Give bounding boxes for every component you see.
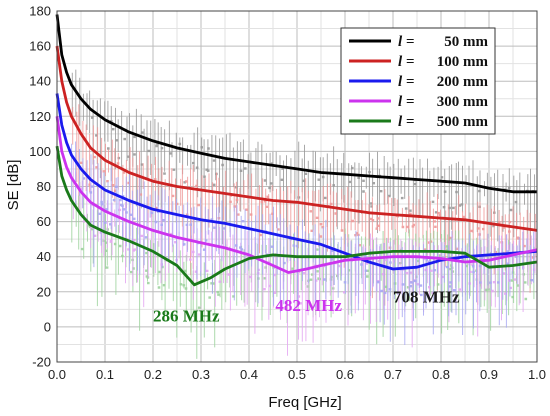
y-axis-title: SE [dB] xyxy=(5,160,22,211)
y-tick-label: 100 xyxy=(29,144,51,159)
legend-label: 50 mm xyxy=(444,34,488,50)
series-line-500-mm xyxy=(55,145,538,287)
legend-symbol: l = xyxy=(398,94,414,110)
measured-noise-layer xyxy=(71,69,536,359)
y-tick-label: 40 xyxy=(37,249,51,264)
y-tick-label: 160 xyxy=(29,39,51,54)
y-tick-label: 180 xyxy=(29,4,51,19)
x-tick-label: 0.6 xyxy=(336,367,354,382)
legend-label: 500 mm xyxy=(437,114,489,130)
legend-symbol: l = xyxy=(398,54,414,70)
x-tick-label: 0.1 xyxy=(96,367,114,382)
annotation-label: 708 MHz xyxy=(393,287,460,306)
annotation-label: 286 MHz xyxy=(153,307,220,326)
x-axis-title: Freq [GHz] xyxy=(268,394,341,411)
legend-label: 300 mm xyxy=(437,94,489,110)
legend-symbol: l = xyxy=(398,34,414,50)
annotation-label: 482 MHz xyxy=(275,296,342,315)
legend-symbol: l = xyxy=(398,74,414,90)
y-tick-label: -20 xyxy=(32,355,51,370)
noise-200-mm xyxy=(71,141,535,345)
x-tick-label: 0.3 xyxy=(192,367,210,382)
x-tick-label: 0.2 xyxy=(144,367,162,382)
series-line-300-mm xyxy=(55,116,538,274)
legend: l = 50 mm l = 100 mm l = 200 mm l = 300 mm l = 50… xyxy=(340,27,496,135)
noise-dots xyxy=(79,155,535,260)
annotations: 286 MHz 482 MHz 708 MHz xyxy=(153,287,460,325)
legend-symbol: l = xyxy=(398,114,414,130)
y-tick-label: 120 xyxy=(29,109,51,124)
x-tick-label: 0.5 xyxy=(288,367,306,382)
x-tick-label: 0.8 xyxy=(432,367,450,382)
plot-frame xyxy=(56,10,538,363)
y-tick-label: 60 xyxy=(37,214,51,229)
noise-50-mm xyxy=(71,69,535,272)
legend-label: 100 mm xyxy=(437,54,489,70)
y-tick-labels: -20 0 20 40 60 80 100 120 140 160 180 xyxy=(29,4,51,370)
x-tick-label: 1.0 xyxy=(528,367,546,382)
series-line-100-mm xyxy=(55,45,538,232)
series-line-50-mm xyxy=(55,14,537,194)
y-tick-label: 20 xyxy=(37,284,51,299)
x-tick-label: 0.9 xyxy=(480,367,498,382)
y-tick-label: 140 xyxy=(29,74,51,89)
legend-label: 200 mm xyxy=(437,74,489,90)
series-layer xyxy=(55,14,538,287)
series-line-200-mm xyxy=(55,93,538,271)
y-tick-label: 0 xyxy=(44,319,51,334)
x-tick-labels: 0.0 0.1 0.2 0.3 0.4 0.5 0.6 0.7 0.8 0.9 1.0 xyxy=(48,367,546,382)
x-tick-label: 0.4 xyxy=(240,367,258,382)
y-tick-label: 80 xyxy=(37,179,51,194)
x-tick-label: 0.0 xyxy=(48,367,66,382)
x-tick-label: 0.7 xyxy=(384,367,402,382)
noise-dots xyxy=(82,177,533,297)
